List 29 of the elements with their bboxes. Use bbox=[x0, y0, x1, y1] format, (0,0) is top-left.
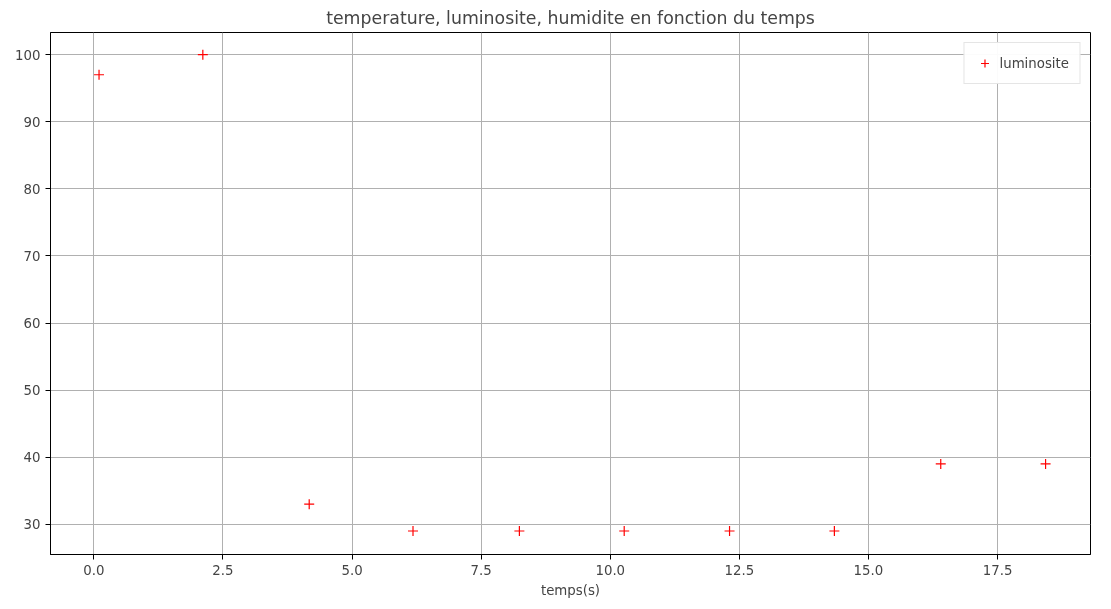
x-tick-label: 2.5 bbox=[212, 562, 234, 578]
legend-label: luminosite bbox=[999, 55, 1069, 71]
point bbox=[828, 525, 840, 537]
x-tick-label: 5.0 bbox=[341, 562, 363, 578]
x-tick-label: 0.0 bbox=[83, 562, 105, 578]
y-tick-label: 80 bbox=[23, 181, 41, 197]
y-tick-label: 50 bbox=[23, 383, 41, 399]
x-tick-label: 17.5 bbox=[982, 562, 1013, 578]
point bbox=[618, 525, 630, 537]
point bbox=[513, 525, 525, 537]
point bbox=[93, 69, 105, 81]
point bbox=[723, 525, 736, 537]
x-tick-label: 15.0 bbox=[853, 562, 884, 578]
point bbox=[407, 525, 419, 537]
point bbox=[1039, 458, 1052, 470]
y-tick-label: 90 bbox=[23, 114, 41, 130]
y-tick-label: 60 bbox=[23, 316, 41, 332]
y-tick-label: 40 bbox=[23, 450, 41, 466]
x-tick-label: 12.5 bbox=[724, 562, 755, 578]
point bbox=[303, 498, 315, 510]
y-tick-label: 70 bbox=[23, 248, 41, 264]
chart-title: temperature, luminosite, humidite en fonction du temps bbox=[326, 7, 815, 28]
y-tick-label: 30 bbox=[23, 517, 41, 533]
y-tick-label: 100 bbox=[15, 47, 41, 63]
x-axis-title: temps(s) bbox=[540, 582, 601, 598]
point bbox=[197, 49, 209, 61]
x-tick-label: 10.0 bbox=[595, 562, 626, 578]
x-tick-label: 7.5 bbox=[470, 562, 492, 578]
point bbox=[935, 458, 947, 470]
